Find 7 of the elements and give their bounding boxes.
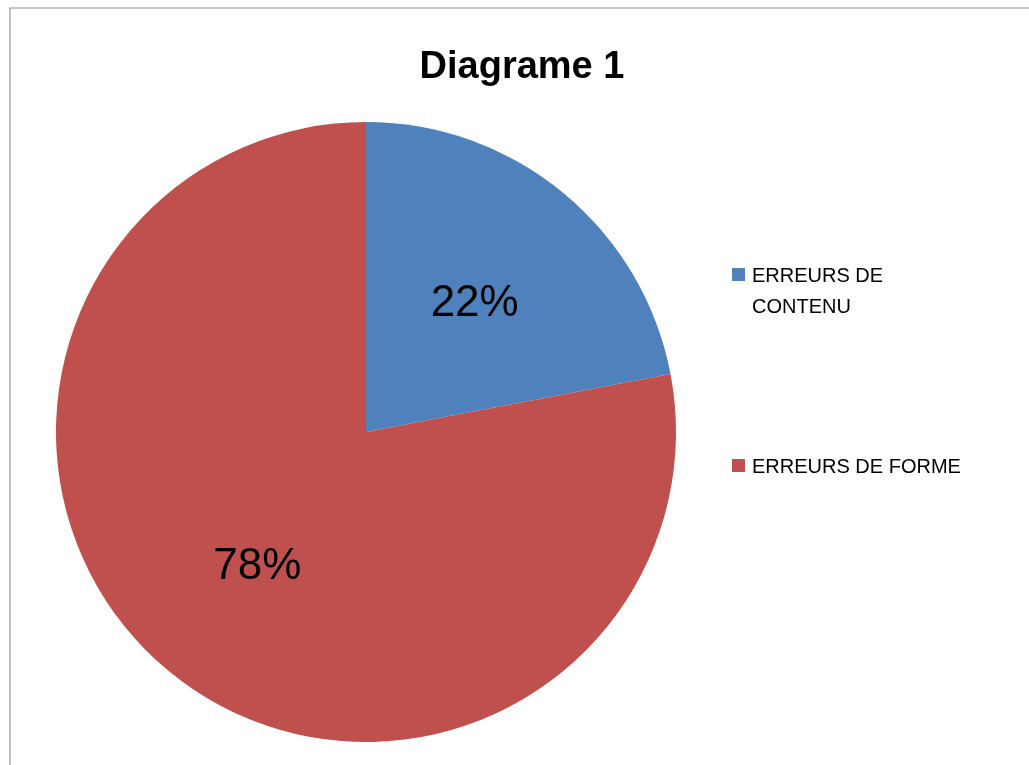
legend-label: ERREURS DE CONTENU [752, 264, 884, 317]
pie-slice [366, 122, 671, 432]
data-label: 78% [213, 538, 302, 588]
pie-slice [56, 122, 676, 742]
data-label: 22% [430, 276, 519, 326]
legend-label: ERREURS DE FORME [752, 455, 961, 477]
chart-title: Diagrame 1 [419, 44, 625, 86]
